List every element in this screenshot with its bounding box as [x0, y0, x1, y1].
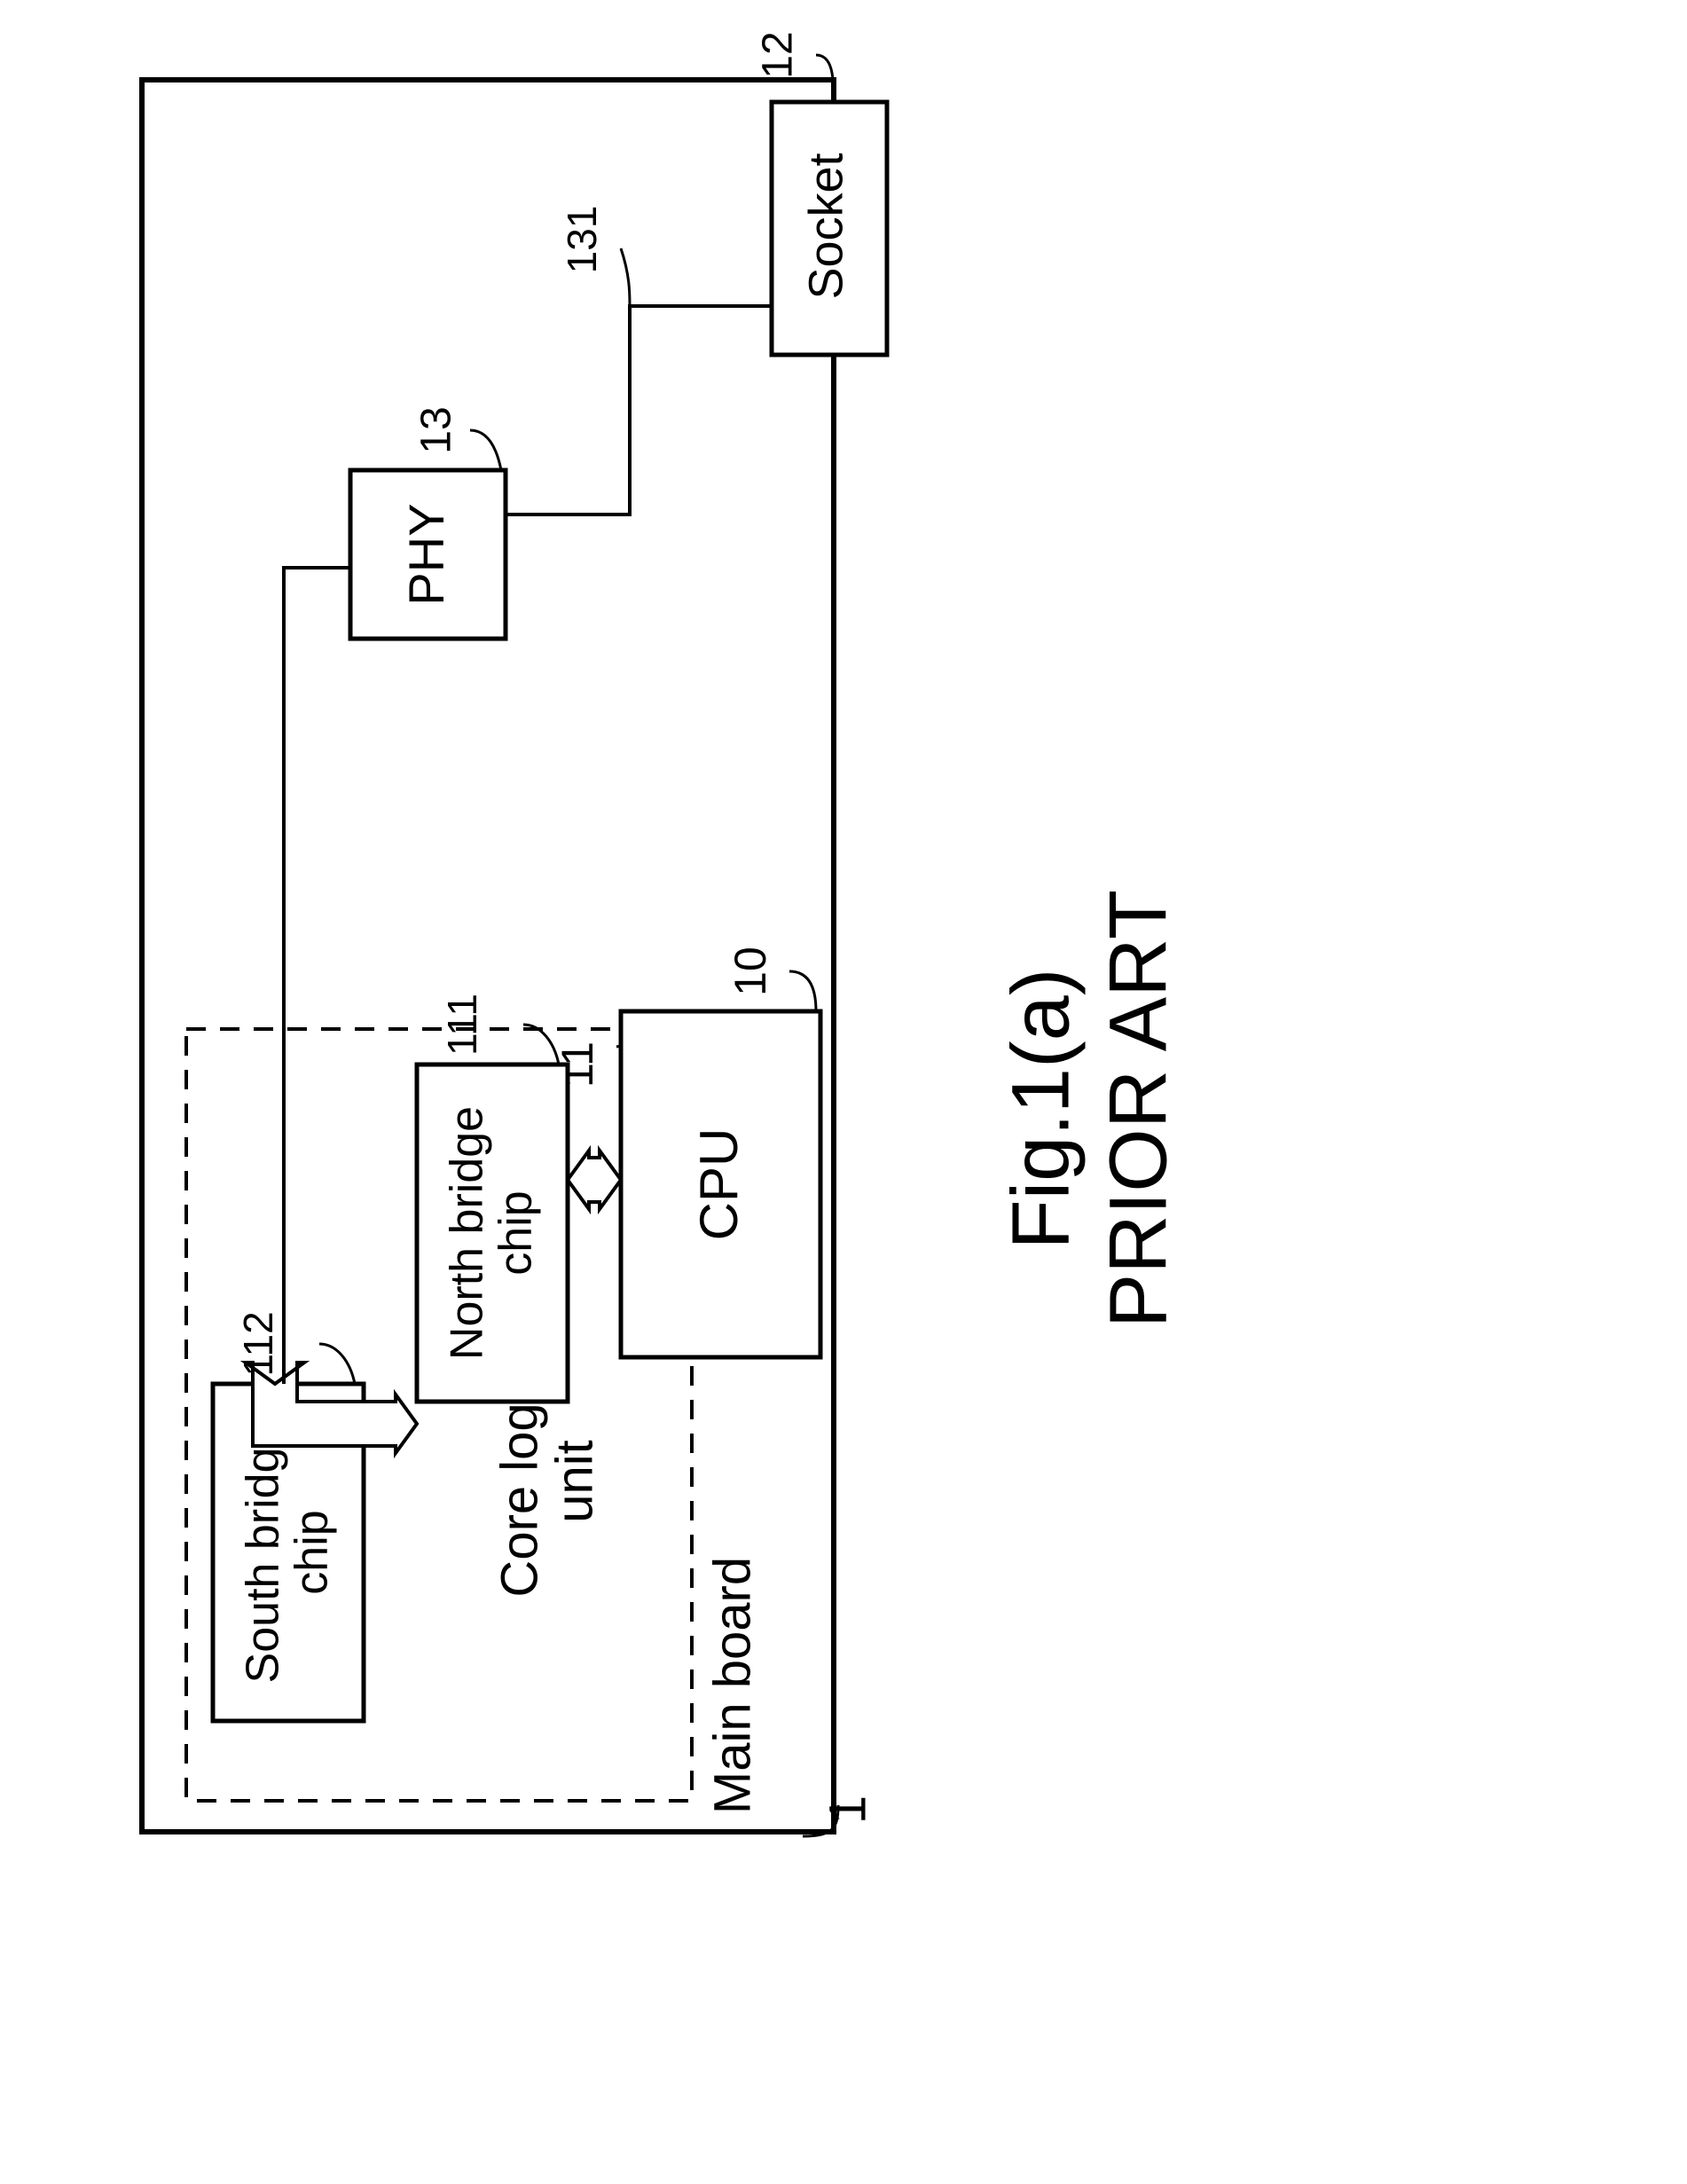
- svg-text:PHY: PHY: [398, 503, 454, 605]
- svg-text:1: 1: [819, 1795, 876, 1824]
- svg-text:Fig.1(a): Fig.1(a): [995, 969, 1086, 1250]
- svg-text:111: 111: [439, 994, 485, 1056]
- svg-text:North bridge: North bridge: [442, 1106, 493, 1360]
- svg-text:12: 12: [755, 31, 802, 78]
- svg-text:Socket: Socket: [799, 153, 852, 299]
- svg-text:PRIOR ART: PRIOR ART: [1093, 890, 1183, 1328]
- svg-text:South bridge: South bridge: [238, 1422, 289, 1684]
- svg-text:unit: unit: [545, 1440, 603, 1523]
- svg-text:10: 10: [726, 947, 775, 996]
- svg-text:chip: chip: [490, 1190, 542, 1275]
- svg-text:CPU: CPU: [689, 1128, 749, 1241]
- svg-text:112: 112: [235, 1311, 281, 1376]
- svg-text:chip: chip: [286, 1510, 338, 1594]
- svg-text:Main board: Main board: [703, 1557, 761, 1814]
- svg-text:13: 13: [413, 406, 460, 453]
- svg-text:131: 131: [559, 206, 605, 274]
